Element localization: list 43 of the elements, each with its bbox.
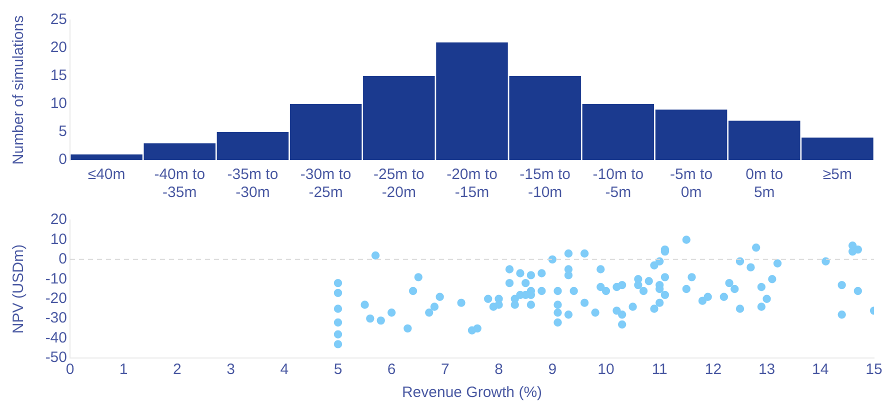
x-tick-label: -15m to -10m <box>520 166 571 202</box>
y-tick-label: 20 <box>50 39 67 56</box>
x-tick-label: ≤40m <box>88 166 126 184</box>
y-tick-label: 0 <box>58 250 67 268</box>
y-axis-title: Number of simulations <box>10 15 28 165</box>
x-tick-label: ≥5m <box>822 166 852 184</box>
x-tick-label: 1 <box>119 361 128 378</box>
y-tick-label: 20 <box>50 211 67 228</box>
x-tick-label: 3 <box>226 361 235 378</box>
x-tick-label: -20m to -15m <box>446 166 498 202</box>
x-tick-label: 13 <box>758 361 776 378</box>
x-tick-label: 5 <box>334 361 342 378</box>
x-tick-label: 6 <box>387 361 396 378</box>
y-tick-label: 0 <box>58 151 67 168</box>
x-tick-label: 9 <box>548 361 557 378</box>
y-tick-label: 10 <box>50 95 67 112</box>
x-tick-label: 0m to 5m <box>746 166 784 202</box>
y-tick-label: -30 <box>45 310 67 327</box>
x-tick-label: -40m to -35m <box>154 166 206 202</box>
x-axis-title: Revenue Growth (%) <box>402 384 542 402</box>
x-tick-label: 10 <box>598 361 614 378</box>
x-tick-label: -25m to -20m <box>373 166 424 202</box>
y-tick-label: 5 <box>58 123 67 140</box>
x-tick-label: 2 <box>173 361 182 378</box>
x-tick-label: -5m to 0m <box>670 166 713 202</box>
x-tick-label: 14 <box>812 361 829 378</box>
y-tick-label: -10 <box>45 270 67 288</box>
y-tick-label: 10 <box>50 230 67 248</box>
x-tick-label: 12 <box>704 361 722 378</box>
x-tick-label: -30m to -25m <box>300 166 352 202</box>
y-tick-label: -40 <box>45 329 67 346</box>
x-tick-label: -35m to -30m <box>227 166 278 202</box>
y-tick-label: 25 <box>50 11 67 28</box>
x-tick-label: 15 <box>866 361 882 378</box>
y-tick-label: -50 <box>45 349 67 366</box>
y-tick-label: -20 <box>45 290 67 307</box>
y-tick-label: 15 <box>50 67 67 84</box>
x-tick-label: 8 <box>494 361 503 378</box>
y-axis-title: NPV (USDm) <box>10 244 28 334</box>
x-tick-label: -10m to -5m <box>592 166 644 202</box>
x-tick-label: 4 <box>280 361 289 378</box>
x-tick-label: 11 <box>652 361 668 378</box>
x-tick-label: 7 <box>441 361 450 378</box>
